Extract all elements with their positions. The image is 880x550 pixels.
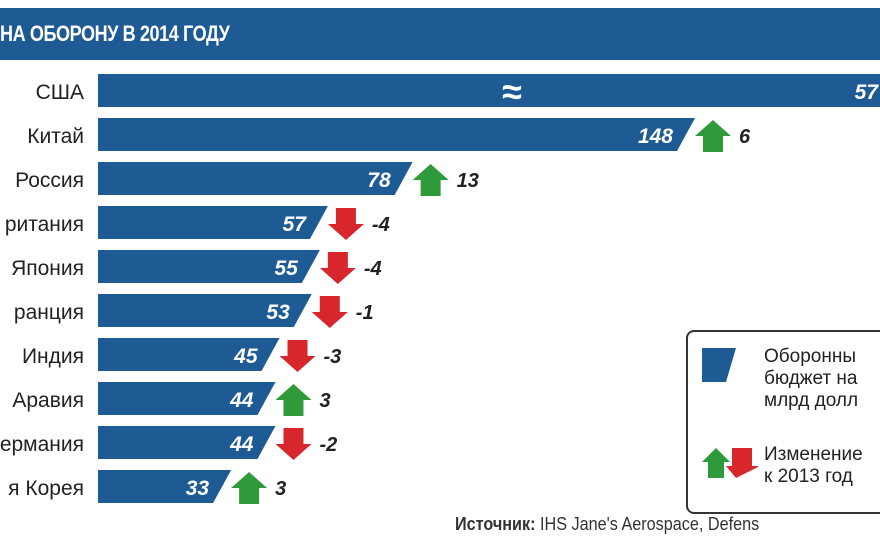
up-arrow-icon-1 bbox=[695, 120, 731, 152]
source-text: IHS Jane's Aerospace, Defens bbox=[535, 514, 760, 534]
source-note: Источник: IHS Jane's Aerospace, Defens bbox=[455, 514, 759, 535]
legend-budget-line2: бюджет на bbox=[764, 368, 858, 389]
category-label-4: Япония bbox=[11, 257, 84, 280]
bar-5 bbox=[98, 294, 312, 327]
change-label-5: -1 bbox=[356, 302, 374, 324]
category-label-1: Китай bbox=[27, 125, 84, 148]
down-arrow-icon-6 bbox=[279, 340, 316, 372]
down-arrow-icon-3 bbox=[327, 208, 364, 240]
bar-2 bbox=[98, 162, 413, 195]
bar-4 bbox=[98, 250, 320, 283]
legend-change-line2: к 2013 год bbox=[764, 466, 853, 487]
change-label-1: 6 bbox=[739, 126, 751, 148]
category-label-7: Аравия bbox=[12, 389, 84, 412]
value-label-0: 57 bbox=[855, 81, 880, 104]
value-label-9: 33 bbox=[186, 477, 210, 500]
change-label-2: 13 bbox=[457, 170, 479, 192]
change-label-3: -4 bbox=[372, 214, 390, 236]
bar-8 bbox=[98, 426, 276, 459]
down-arrow-icon-5 bbox=[311, 296, 348, 328]
category-label-3: ритания bbox=[5, 213, 84, 236]
legend-budget-swatch bbox=[702, 348, 736, 382]
bar-1 bbox=[98, 118, 695, 151]
category-label-9: я Корея bbox=[8, 477, 84, 500]
legend: Оборонны бюджет на млрд долл Изменение к… bbox=[686, 330, 880, 514]
category-label-8: ермания bbox=[0, 433, 84, 456]
change-label-4: -4 bbox=[364, 258, 382, 280]
up-arrow-icon-2 bbox=[412, 164, 449, 196]
change-label-9: 3 bbox=[275, 478, 286, 500]
title-bar bbox=[0, 8, 880, 60]
value-label-4: 55 bbox=[274, 257, 298, 280]
change-label-6: -3 bbox=[324, 346, 342, 368]
value-label-6: 45 bbox=[233, 345, 258, 368]
value-label-7: 44 bbox=[229, 389, 254, 412]
change-label-8: -2 bbox=[319, 434, 337, 456]
value-label-1: 148 bbox=[638, 125, 673, 148]
legend-budget-line1: Оборонны bbox=[764, 346, 857, 367]
value-label-2: 78 bbox=[367, 169, 391, 192]
category-label-0: США bbox=[36, 81, 84, 104]
value-label-3: 57 bbox=[283, 213, 308, 236]
legend-change-arrows-icon bbox=[702, 448, 758, 478]
legend-budget-line3: млрд долл bbox=[764, 390, 859, 411]
bar-9 bbox=[98, 470, 232, 503]
category-label-6: Индия bbox=[22, 345, 84, 368]
value-label-8: 44 bbox=[229, 433, 254, 456]
down-arrow-icon-4 bbox=[319, 252, 356, 284]
chart-title: НА ОБОРОНУ В 2014 ГОДУ bbox=[0, 21, 230, 46]
bar-6 bbox=[98, 338, 280, 371]
up-arrow-icon-7 bbox=[275, 384, 312, 416]
down-arrow-icon-8 bbox=[275, 428, 312, 460]
bar-7 bbox=[98, 382, 276, 415]
up-arrow-icon-9 bbox=[231, 472, 268, 504]
bar-0 bbox=[98, 74, 880, 107]
source-label: Источник: bbox=[455, 514, 536, 534]
value-label-5: 53 bbox=[266, 301, 290, 324]
axis-break-icon: ≈ bbox=[502, 71, 522, 112]
legend-change-line1: Изменение bbox=[764, 444, 863, 465]
category-label-2: Россия bbox=[15, 169, 84, 192]
category-label-5: ранция bbox=[14, 301, 84, 324]
change-label-7: 3 bbox=[319, 390, 330, 412]
bar-3 bbox=[98, 206, 328, 239]
